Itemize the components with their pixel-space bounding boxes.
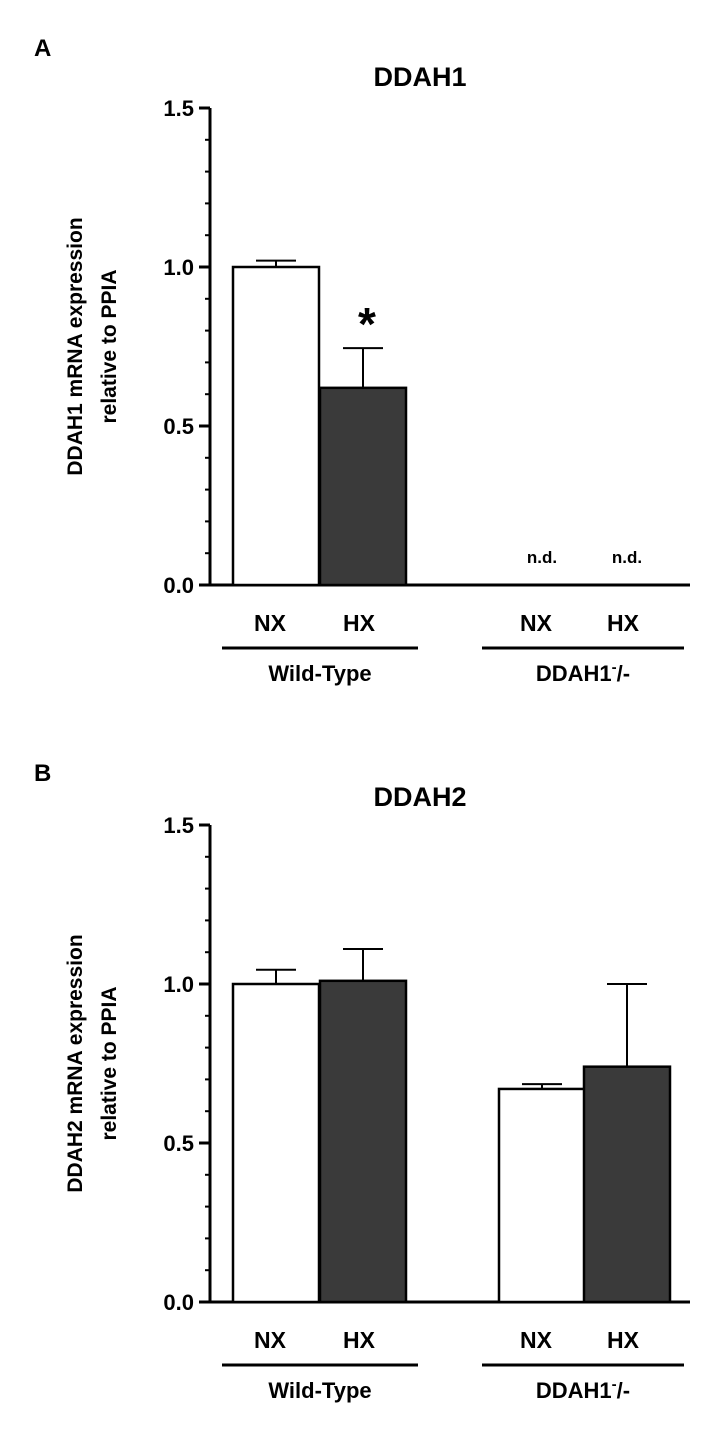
y-axis-label-line: relative to PPIA — [98, 269, 121, 423]
y-tick-label: 1.0 — [163, 972, 194, 997]
category-label: NX — [254, 610, 287, 636]
chart-panel-a: A DDAH1 DDAH1 mRNA expression relative to P… — [34, 35, 690, 686]
y-tick-label: 0.5 — [163, 414, 194, 439]
category-label: NX — [254, 1327, 287, 1353]
group-label: DDAH1-/- — [536, 659, 630, 686]
bar — [318, 979, 408, 1304]
y-tick-label: 1.5 — [163, 813, 194, 838]
panel-label: B — [34, 760, 51, 787]
bar — [231, 265, 321, 587]
y-axis-label-line: DDAH1 mRNA expression — [64, 217, 87, 475]
chart-panel-b: B DDAH2 DDAH2 mRNA expression relative to P… — [34, 760, 690, 1403]
not-detected-label: n.d. — [612, 548, 642, 567]
panel-label: A — [34, 35, 51, 62]
group-label: DDAH1-/- — [536, 1376, 630, 1403]
y-axis-label-line: DDAH2 mRNA expression — [64, 934, 87, 1192]
group-label: Wild-Type — [268, 661, 371, 686]
significance-marker: * — [358, 298, 376, 350]
category-label: NX — [520, 1327, 553, 1353]
chart-title: DDAH2 — [373, 782, 466, 812]
bar — [231, 982, 321, 1304]
y-axis-label-line: relative to PPIA — [98, 986, 121, 1140]
not-detected-label: n.d. — [527, 548, 557, 567]
category-label: HX — [343, 610, 376, 636]
y-tick-label: 0.0 — [163, 573, 194, 598]
bar — [497, 1087, 587, 1304]
chart-title: DDAH1 — [373, 62, 466, 92]
bar — [582, 1065, 672, 1304]
group-label: Wild-Type — [268, 1378, 371, 1403]
y-tick-label: 1.5 — [163, 96, 194, 121]
category-label: NX — [520, 610, 553, 636]
y-tick-label: 0.0 — [163, 1290, 194, 1315]
category-label: HX — [607, 610, 640, 636]
bar — [318, 386, 408, 587]
y-tick-label: 0.5 — [163, 1131, 194, 1156]
category-label: HX — [343, 1327, 376, 1353]
y-tick-label: 1.0 — [163, 255, 194, 280]
category-label: HX — [607, 1327, 640, 1353]
